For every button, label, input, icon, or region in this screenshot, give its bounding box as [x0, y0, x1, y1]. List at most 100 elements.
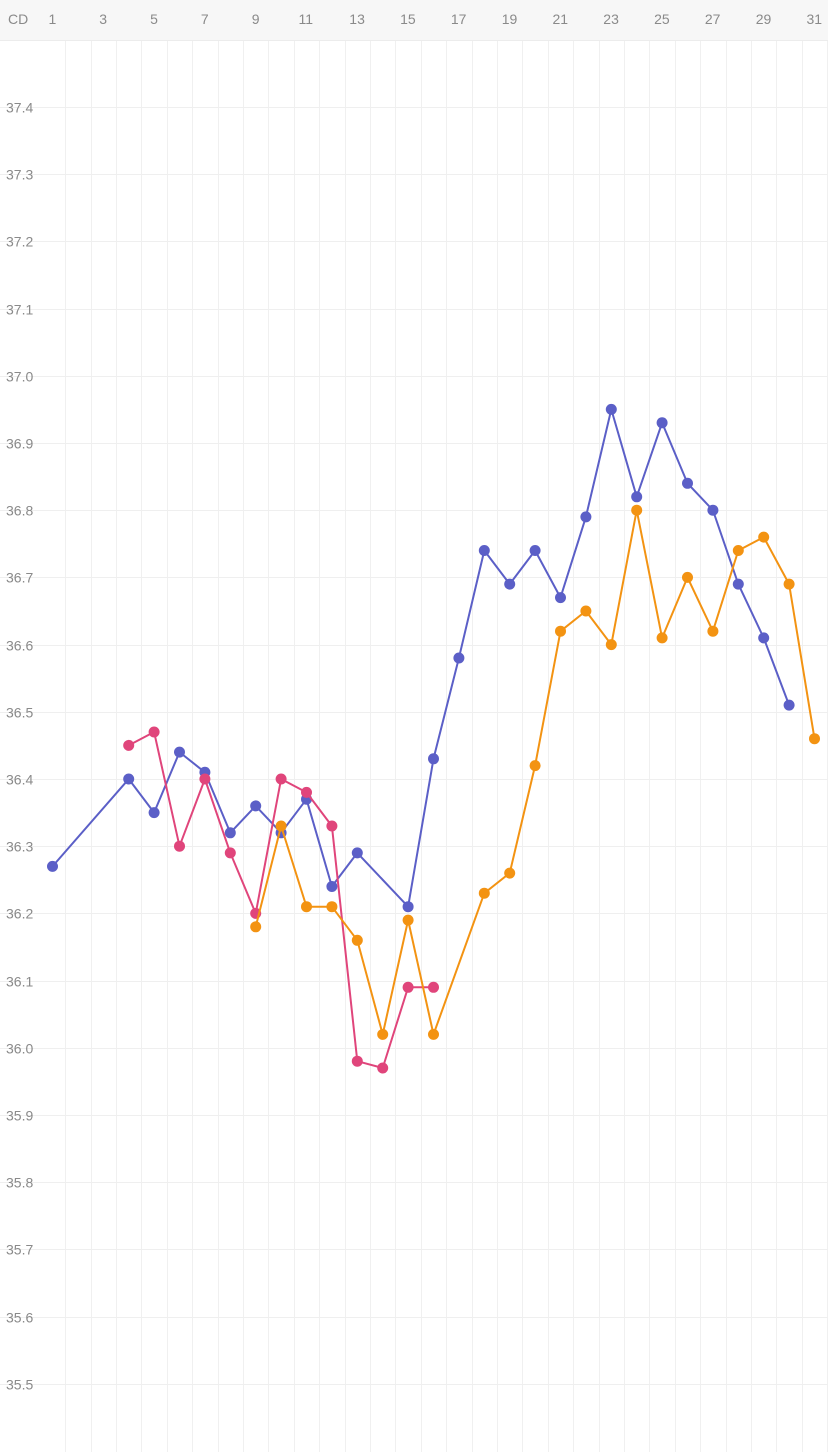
data-point[interactable]	[250, 921, 262, 933]
y-tick-label: 35.7	[6, 1242, 33, 1258]
series-line	[51, 408, 791, 908]
data-point[interactable]	[682, 477, 693, 489]
day-label: 1	[48, 11, 57, 27]
y-tick-label: 35.5	[6, 1377, 33, 1393]
y-tick-label: 36.8	[6, 503, 33, 519]
data-point[interactable]	[402, 901, 414, 913]
data-point[interactable]	[199, 773, 211, 785]
data-point[interactable]	[732, 578, 744, 590]
data-point[interactable]	[758, 632, 770, 644]
data-point[interactable]	[428, 981, 439, 993]
day-label: 11	[298, 11, 314, 27]
data-point[interactable]	[809, 733, 820, 745]
day-label: 23	[603, 11, 619, 27]
y-tick-label: 36.7	[6, 570, 33, 586]
y-axis-tick-labels: 37.4 37.3 37.2 37.1 37.0 36.9 36.8 36.7 36.6 36.5…	[6, 100, 33, 1393]
data-point[interactable]	[326, 901, 338, 913]
data-point[interactable]	[174, 746, 185, 758]
data-point[interactable]	[656, 417, 668, 429]
data-point[interactable]	[351, 934, 363, 946]
data-point[interactable]	[428, 1028, 439, 1040]
data-point[interactable]	[224, 827, 236, 839]
data-point[interactable]	[783, 578, 795, 590]
data-point[interactable]	[377, 1062, 389, 1074]
data-point[interactable]	[758, 531, 770, 543]
series-1	[123, 726, 439, 1074]
day-label: 29	[755, 11, 772, 27]
data-point[interactable]	[377, 1028, 389, 1040]
y-tick-label: 36.0	[6, 1041, 33, 1057]
vertical-gridlines	[65, 40, 828, 1452]
day-label: 17	[450, 11, 467, 27]
y-tick-label: 37.2	[6, 234, 33, 250]
data-point[interactable]	[682, 571, 693, 583]
y-tick-label: 36.5	[6, 705, 33, 721]
data-point[interactable]	[123, 739, 135, 751]
day-label: 7	[200, 11, 209, 27]
data-point[interactable]	[402, 981, 414, 993]
y-tick-label: 36.6	[6, 638, 33, 654]
data-point[interactable]	[707, 504, 719, 516]
data-point[interactable]	[631, 491, 643, 503]
data-point[interactable]	[326, 881, 338, 892]
day-label: 15	[400, 11, 416, 27]
data-point[interactable]	[148, 807, 160, 819]
data-point[interactable]	[275, 773, 287, 785]
cycle-day-header: CD 1 3 5 7 9 11 13 15 17 19 21 23 25 27 29 31	[0, 0, 828, 41]
y-tick-label: 36.4	[6, 772, 33, 788]
day-label: 31	[806, 11, 823, 27]
data-point[interactable]	[783, 699, 795, 711]
day-label: 25	[654, 11, 670, 27]
data-point[interactable]	[47, 860, 58, 872]
data-point[interactable]	[529, 760, 541, 772]
day-label: 27	[704, 11, 721, 27]
data-point[interactable]	[351, 847, 363, 859]
y-tick-label: 35.6	[6, 1310, 33, 1326]
data-point[interactable]	[478, 887, 490, 899]
day-label: 9	[251, 11, 260, 27]
data-point[interactable]	[529, 545, 541, 556]
y-tick-label: 36.2	[6, 906, 33, 922]
day-label: 5	[150, 11, 158, 27]
data-point[interactable]	[656, 632, 668, 644]
data-point[interactable]	[351, 1055, 363, 1067]
data-point[interactable]	[123, 773, 135, 785]
data-point[interactable]	[580, 511, 592, 523]
day-label: 3	[99, 11, 108, 27]
data-point[interactable]	[250, 800, 262, 812]
day-label: 13	[349, 11, 365, 27]
data-point[interactable]	[148, 726, 160, 738]
data-point[interactable]	[326, 820, 338, 832]
y-tick-label: 35.8	[6, 1175, 33, 1191]
data-point[interactable]	[555, 592, 566, 604]
data-point[interactable]	[631, 504, 643, 516]
data-point[interactable]	[174, 840, 185, 852]
y-tick-label: 36.9	[6, 436, 33, 452]
y-tick-label: 36.3	[6, 839, 33, 855]
y-tick-label: 35.9	[6, 1108, 33, 1124]
data-point[interactable]	[402, 914, 414, 926]
data-point[interactable]	[275, 820, 287, 832]
data-point[interactable]	[453, 652, 465, 664]
data-point[interactable]	[504, 867, 516, 879]
data-point[interactable]	[605, 639, 617, 651]
y-tick-label: 36.1	[6, 974, 33, 990]
series-line	[254, 509, 816, 1036]
data-point[interactable]	[224, 847, 236, 859]
data-point[interactable]	[580, 605, 592, 617]
y-tick-label: 37.1	[6, 302, 33, 318]
data-point[interactable]	[707, 625, 719, 637]
data-point[interactable]	[428, 753, 439, 765]
y-tick-label: 37.0	[6, 369, 33, 385]
day-label: 21	[552, 11, 569, 27]
y-tick-label: 37.4	[6, 100, 33, 116]
data-point[interactable]	[478, 545, 490, 556]
series-0	[47, 403, 795, 913]
data-point[interactable]	[732, 545, 744, 556]
data-point[interactable]	[555, 625, 566, 637]
series-2	[250, 504, 820, 1040]
data-point[interactable]	[504, 578, 516, 590]
data-point[interactable]	[301, 901, 312, 913]
data-point[interactable]	[605, 403, 617, 415]
data-point[interactable]	[301, 786, 312, 798]
